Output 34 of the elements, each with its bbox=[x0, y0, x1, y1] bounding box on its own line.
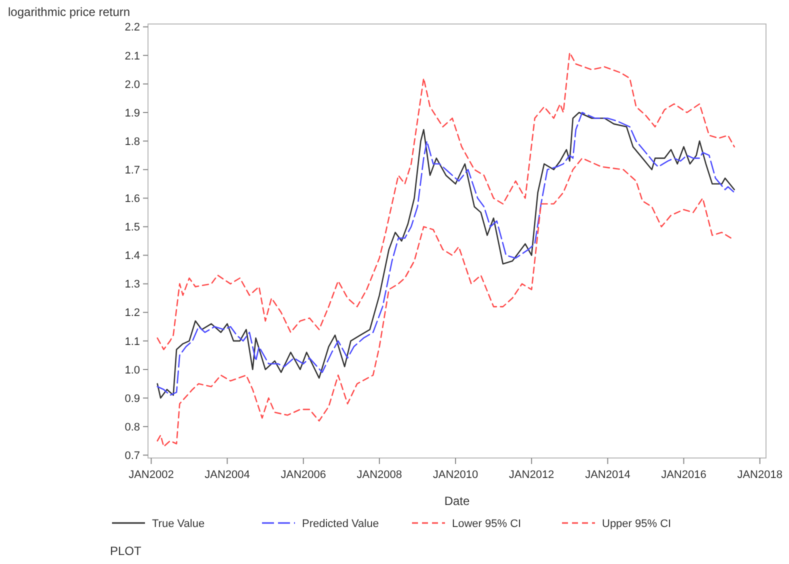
y-tick-label: 1.6 bbox=[124, 193, 140, 206]
x-tick-label: JAN2014 bbox=[585, 469, 630, 481]
y-tick-label: 1.1 bbox=[124, 336, 140, 348]
y-tick-label: 2.1 bbox=[124, 50, 140, 62]
text: PLOT bbox=[110, 544, 142, 558]
x-tick-label: JAN2010 bbox=[432, 469, 478, 481]
y-tick-label: 1.9 bbox=[124, 107, 140, 120]
x-tick-label: JAN2006 bbox=[280, 469, 326, 481]
x-tick-label: JAN2012 bbox=[508, 469, 554, 481]
y-tick-label: 1.7 bbox=[124, 164, 140, 176]
y-tick-label: 1.5 bbox=[124, 222, 140, 234]
y-axis-title: logarithmic price return bbox=[8, 5, 130, 19]
x-axis-title: Date bbox=[444, 494, 470, 508]
y-tick-label: 0.8 bbox=[124, 421, 140, 434]
x-tick-label: JAN2016 bbox=[661, 469, 706, 481]
y-tick-label: 1.3 bbox=[124, 278, 140, 291]
y-tick-label: 0.7 bbox=[124, 450, 140, 462]
y-tick-label: 1.2 bbox=[124, 307, 140, 320]
legend-label: True Value bbox=[152, 518, 205, 530]
y-tick-label: 1.4 bbox=[124, 250, 140, 262]
line-series bbox=[156, 52, 735, 350]
y-tick-label: 2.0 bbox=[124, 78, 140, 91]
legend-label: Upper 95% CI bbox=[602, 518, 672, 530]
x-tick-label: JAN2008 bbox=[356, 469, 402, 481]
legend-label: Predicted Value bbox=[302, 518, 379, 530]
y-tick-label: 1.0 bbox=[124, 364, 140, 376]
legend-label: Lower 95% CI bbox=[452, 518, 522, 530]
y-tick-label: 1.8 bbox=[124, 136, 140, 148]
x-tick-label: JAN2018 bbox=[737, 469, 782, 481]
y-tick-label: 0.9 bbox=[124, 392, 140, 405]
x-tick-label: JAN2004 bbox=[204, 469, 250, 481]
line-series bbox=[156, 158, 732, 448]
y-tick-label: 2.2 bbox=[124, 22, 140, 34]
x-tick-label: JAN2002 bbox=[128, 469, 174, 481]
